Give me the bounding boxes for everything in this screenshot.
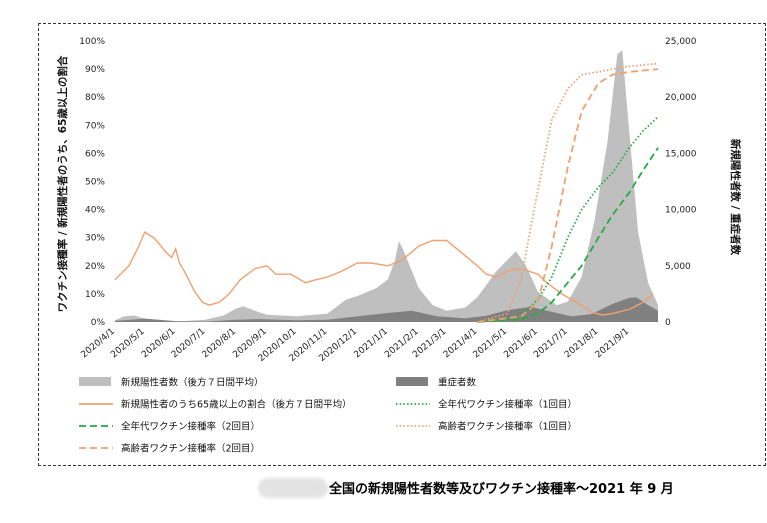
legend-label: 新規陽性者のうち65歳以上の割合（後方７日間平均） <box>121 399 352 411</box>
figure-caption: 全国の新規陽性者数等及びワクチン接種率～2021 年 9 月 <box>329 482 674 497</box>
left-tick-label: 40% <box>85 206 105 216</box>
left-tick-label: 10% <box>85 290 105 300</box>
right-tick-label: 10,000 <box>665 206 697 216</box>
legend-item: 新規陽性者数（後方７日間平均） <box>79 377 264 389</box>
left-tick-label: 70% <box>85 121 105 131</box>
series-line-2 <box>114 231 654 316</box>
legend-label: 全年代ワクチン接種率（2回目） <box>121 421 260 433</box>
right-tick-label: 5,000 <box>665 262 691 272</box>
legend-swatch <box>396 377 428 386</box>
left-tick-label: 80% <box>85 93 105 103</box>
left-tick-label: 30% <box>85 234 105 244</box>
redacted-blur <box>258 478 328 498</box>
left-tick-label: 0% <box>91 318 106 328</box>
legend-swatch <box>79 377 111 386</box>
right-axis-title: 新規陽性者数 / 重症者数 <box>729 139 742 256</box>
legend-label: 高齢者ワクチン接種率（1回目） <box>438 421 577 433</box>
left-tick-label: 60% <box>85 149 105 159</box>
legend-label: 高齢者ワクチン接種率（2回目） <box>121 443 260 455</box>
legend-item: 新規陽性者のうち65歳以上の割合（後方７日間平均） <box>79 399 352 411</box>
legend-item: 全年代ワクチン接種率（1回目） <box>396 399 577 411</box>
chart-frame: 0% 10% 20% 30% 40% 50% 60% 70% 80% 90% 100% 0 5,000 1… <box>38 23 766 466</box>
right-tick-label: 15,000 <box>665 149 697 159</box>
left-axis-title: ワクチン接種率 / 新規陽性者のうち、65歳以上の割合 <box>56 55 69 312</box>
legend-item: 高齢者ワクチン接種率（2回目） <box>79 443 260 455</box>
series-line-6 <box>477 68 659 323</box>
series-area-0 <box>115 50 658 322</box>
series-line-3 <box>477 116 659 323</box>
right-tick-label: 0 <box>665 318 671 328</box>
left-tick-label: 90% <box>85 65 105 75</box>
legend-label: 新規陽性者数（後方７日間平均） <box>121 377 264 389</box>
left-tick-label: 100% <box>79 37 105 47</box>
legend-label: 全年代ワクチン接種率（1回目） <box>438 399 577 411</box>
legend-item: 重症者数 <box>396 377 477 389</box>
legend-item: 高齢者ワクチン接種率（1回目） <box>396 421 577 433</box>
right-tick-label: 20,000 <box>665 93 697 103</box>
vaccination-chart: 0% 10% 20% 30% 40% 50% 60% 70% 80% 90% 100% 0 5,000 1… <box>56 37 742 455</box>
x-tick-label: 2021/9/1 <box>594 327 631 361</box>
left-tick-label: 20% <box>85 262 105 272</box>
series-line-5 <box>477 62 659 323</box>
series-line-4 <box>477 147 659 323</box>
right-tick-label: 25,000 <box>665 37 697 47</box>
legend-item: 全年代ワクチン接種率（2回目） <box>79 421 260 433</box>
left-tick-label: 50% <box>85 178 105 188</box>
legend-label: 重症者数 <box>438 377 477 389</box>
